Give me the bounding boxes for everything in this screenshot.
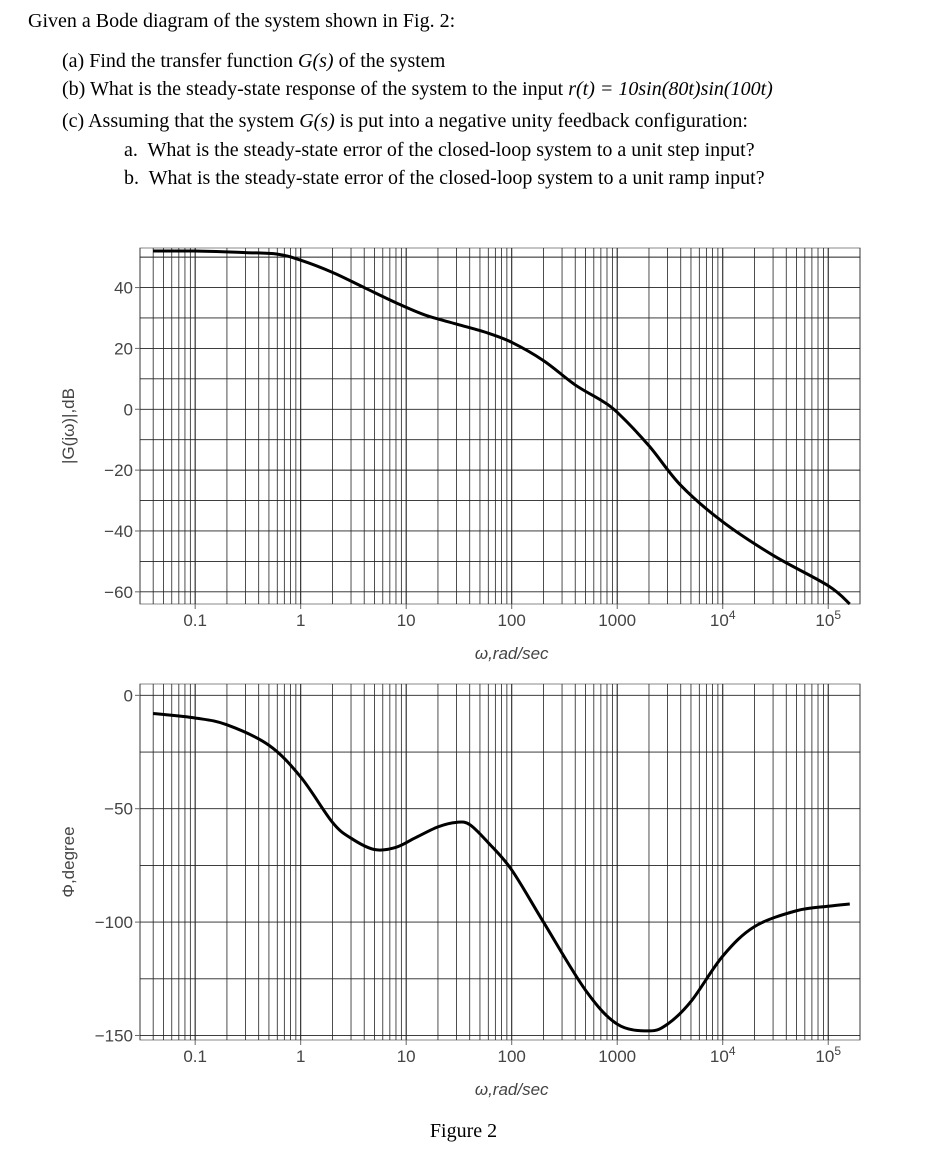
phase-xtick-label: 100 bbox=[498, 1047, 526, 1066]
magnitude-ytick-label: 40 bbox=[114, 279, 133, 298]
phase-ytick-label: −150 bbox=[95, 1026, 133, 1045]
magnitude-ytick-label: −20 bbox=[104, 461, 133, 480]
phase-ytick-label: 0 bbox=[124, 686, 133, 705]
phase-xlabel: ω,rad/sec bbox=[475, 1080, 549, 1099]
phase-plot: 0 −50 −100 −150 0.1 1 10 100 1000 104 105 ω,rad/sec… bbox=[59, 683, 861, 1099]
magnitude-xlabel: ω,rad/sec bbox=[475, 644, 549, 663]
subquestion-a-text: What is the steady-state error of the cl… bbox=[147, 139, 755, 161]
phase-xtick-label: 1 bbox=[296, 1047, 305, 1066]
magnitude-xtick-label: 105 bbox=[815, 608, 841, 630]
question-a-label: (a) bbox=[62, 50, 85, 72]
phase-xtick-label: 10 bbox=[397, 1047, 416, 1066]
magnitude-frame bbox=[139, 247, 861, 605]
magnitude-ylabel: |G(jω)|,dB bbox=[59, 388, 78, 464]
question-a: (a) Find the transfer function G(s) of t… bbox=[62, 50, 445, 73]
subquestion-b-label: b. bbox=[124, 167, 139, 189]
phase-ytick-label: −50 bbox=[104, 800, 133, 819]
phase-ylabel: Φ,degree bbox=[59, 826, 78, 897]
phase-frame bbox=[139, 683, 861, 1041]
problem-intro: Given a Bode diagram of the system shown… bbox=[28, 10, 456, 32]
magnitude-ytick-label: 0 bbox=[124, 400, 133, 419]
magnitude-curve bbox=[153, 249, 851, 606]
question-c-post: is put into a negative unity feedback co… bbox=[334, 110, 748, 132]
phase-xtick-label: 0.1 bbox=[183, 1047, 207, 1066]
magnitude-xtick-label: 10 bbox=[397, 611, 416, 630]
question-c-label: (c) bbox=[62, 110, 85, 132]
magnitude-plot: 40 20 0 −20 −40 −60 0.1 1 10 100 1000 104 105 ω,rad/s… bbox=[59, 247, 861, 663]
magnitude-xtick-label: 104 bbox=[710, 608, 736, 630]
question-b-expr: r(t) = 10sin(80t)sin(100t) bbox=[568, 78, 773, 100]
question-b-label: (b) bbox=[62, 78, 86, 100]
question-a-text: Find the transfer function bbox=[89, 50, 299, 72]
question-c-text: Assuming that the system bbox=[88, 110, 300, 132]
question-c-expr: G(s) bbox=[299, 110, 335, 132]
magnitude-ytick-label: −40 bbox=[104, 522, 133, 541]
magnitude-ytick-label: −60 bbox=[104, 583, 133, 602]
magnitude-xtick-label: 100 bbox=[498, 611, 526, 630]
phase-ytick-label: −100 bbox=[95, 913, 133, 932]
magnitude-xtick-label: 1000 bbox=[598, 611, 636, 630]
phase-xtick-label: 104 bbox=[710, 1044, 736, 1066]
phase-xtick-label: 105 bbox=[815, 1044, 841, 1066]
question-b: (b) What is the steady-state response of… bbox=[62, 78, 773, 101]
magnitude-ytick-label: 20 bbox=[114, 339, 133, 358]
phase-curve bbox=[153, 711, 850, 1033]
question-b-text: What is the steady-state response of the… bbox=[89, 78, 569, 100]
subquestion-a: a. What is the steady-state error of the… bbox=[124, 139, 755, 162]
question-a-post: of the system bbox=[333, 50, 446, 72]
magnitude-xtick-label: 1 bbox=[296, 611, 305, 630]
subquestion-b-text: What is the steady-state error of the cl… bbox=[148, 167, 765, 189]
subquestion-a-label: a. bbox=[124, 139, 138, 161]
question-a-expr: G(s) bbox=[298, 50, 334, 72]
magnitude-xtick-label: 0.1 bbox=[183, 611, 207, 630]
figure-caption: Figure 2 bbox=[429, 1120, 498, 1142]
subquestion-b: b. What is the steady-state error of the… bbox=[124, 167, 765, 190]
question-c: (c) Assuming that the system G(s) is put… bbox=[62, 110, 748, 133]
phase-xtick-label: 1000 bbox=[598, 1047, 636, 1066]
